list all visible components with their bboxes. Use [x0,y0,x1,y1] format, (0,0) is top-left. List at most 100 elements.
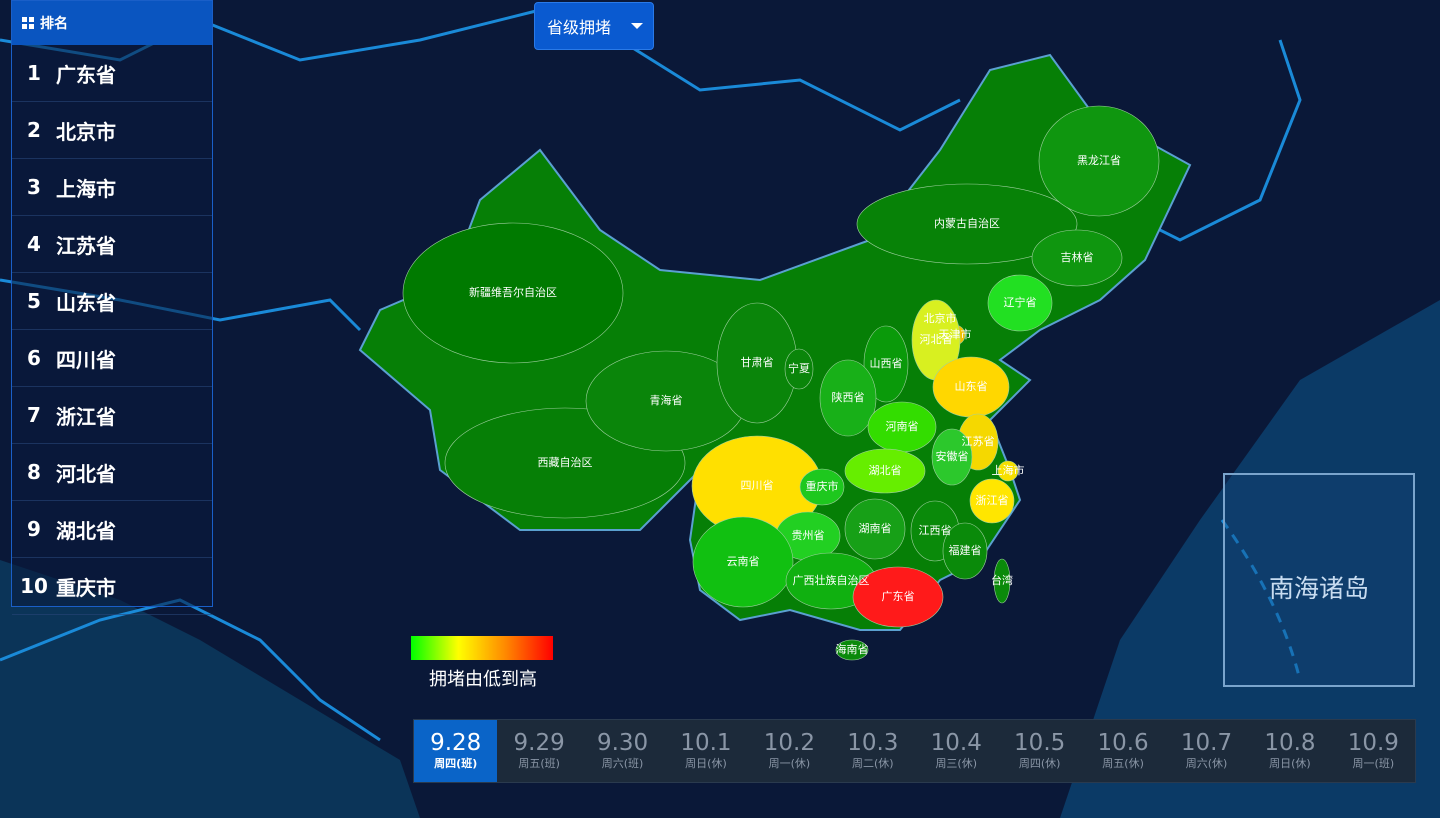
province-label: 四川省 [741,479,774,492]
level-dropdown[interactable]: 省级拥堵 [534,2,654,50]
province [784,348,814,390]
province [844,448,926,494]
timeline-item[interactable]: 10.3 周二(休) [831,720,914,782]
province-label: 黑龙江省 [1077,154,1121,167]
timeline-day: 周四(休) [1018,757,1061,770]
province [997,460,1019,482]
timeline-day: 周一(休) [768,757,811,770]
province [1031,229,1123,287]
province [931,428,973,486]
province-label: 广东省 [882,590,915,603]
timeline-item[interactable]: 9.28 周四(班) [414,720,498,782]
province-label: 内蒙古自治区 [934,216,1000,230]
ranking-row: 1 广东省 [12,45,212,102]
province-label: 浙江省 [976,494,1009,507]
timeline-day: 周日(休) [685,757,727,770]
province [993,558,1011,604]
province-label: 海南省 [836,642,869,656]
ranking-icon [22,17,34,29]
province-label: 重庆市 [806,479,839,493]
timeline-day: 周三(休) [935,757,978,770]
ranking-row: 4 江苏省 [12,216,212,273]
province [799,468,845,506]
rank-number: 1 [27,61,41,85]
province-label: 辽宁省 [1004,295,1037,309]
timeline-date: 10.8 [1264,730,1316,756]
timeline-date: 9.29 [513,730,565,756]
timeline-item[interactable]: 10.9 周一(班) [1332,720,1415,782]
ranking-title: 排名 [40,16,68,32]
timeline-date: 10.7 [1180,730,1233,756]
province [844,498,906,560]
timeline-item[interactable]: 10.8 周日(休) [1248,720,1331,782]
timeline-item[interactable]: 9.30 周六(班) [581,720,664,782]
timeline: 9.28 周四(班) 9.29 周五(班) 9.30 周六(班) 10.1 周日(休) 10.2… [413,719,1416,783]
rank-name: 重庆市 [56,575,116,600]
ranking-row: 10 重庆市 [12,558,212,615]
ranking-row: 6 四川省 [12,330,212,387]
ranking-header: 排名 [12,1,212,45]
rank-number: 4 [27,232,41,256]
province-label: 山西省 [870,357,903,370]
timeline-date: 10.6 [1097,730,1149,756]
rank-name: 浙江省 [56,404,116,429]
province-label: 吉林省 [1061,250,1094,264]
timeline-item[interactable]: 9.29 周五(班) [497,720,580,782]
timeline-item[interactable]: 10.4 周三(休) [915,720,998,782]
province-label: 湖南省 [859,522,892,535]
timeline-day: 周四(班) [434,757,478,770]
timeline-date: 9.30 [596,730,649,756]
rank-number: 9 [27,517,41,541]
province-label: 江苏省 [962,435,995,448]
timeline-item[interactable]: 10.1 周日(休) [664,720,747,782]
province [1038,105,1160,217]
timeline-item[interactable]: 10.2 周一(休) [748,720,831,782]
rank-number: 6 [27,346,41,370]
province-label: 新疆维吾尔自治区 [469,285,557,299]
ranking-row: 8 河北省 [12,444,212,501]
province [819,359,877,437]
legend-gradient [411,636,553,660]
nine-dash-line [1220,519,1302,681]
province-label: 河南省 [886,420,919,433]
province-label: 宁夏 [788,361,810,375]
timeline-item[interactable]: 10.5 周四(休) [998,720,1081,782]
timeline-date: 10.9 [1347,730,1399,756]
timeline-date: 10.1 [680,730,732,756]
province [692,516,794,608]
province-label: 甘肃省 [741,356,774,369]
province-label: 广西壮族自治区 [793,573,870,587]
ocean [0,560,420,818]
south-china-sea-inset: 南海诸岛 [1223,473,1415,687]
timeline-date: 10.4 [930,730,982,756]
rank-name: 上海市 [56,176,116,201]
ranking-row: 7 浙江省 [12,387,212,444]
rank-name: 河北省 [56,461,116,486]
timeline-day: 周五(班) [518,757,560,770]
province-label: 河北省 [920,333,953,346]
ocean [1060,300,1440,818]
ranking-row: 2 北京市 [12,102,212,159]
province [852,566,944,628]
inset-label: 南海诸岛 [1268,574,1369,603]
province-label: 陕西省 [832,390,865,404]
timeline-day: 周六(班) [601,757,644,770]
timeline-item[interactable]: 10.7 周六(休) [1165,720,1248,782]
province [835,639,869,661]
border-line [0,598,381,742]
ranking-panel: 排名 1 广东省 2 北京市 3 上海市 4 江苏省 5 山东省 6 四川省 7 浙江省 8 河北省 9 湖北省 1… [11,0,213,615]
province [856,183,1078,265]
province-label: 天津市 [939,327,972,341]
timeline-day: 周二(休) [852,757,894,770]
ranking-list: 1 广东省 2 北京市 3 上海市 4 江苏省 5 山东省 6 四川省 7 浙江省 8 河北省 9 湖北省 10 重庆… [12,45,212,615]
province-label: 云南省 [727,555,760,568]
timeline-date: 10.5 [1014,730,1066,756]
rank-number: 3 [27,175,41,199]
rank-number: 8 [27,460,41,484]
province-label: 上海市 [992,463,1025,477]
timeline-item[interactable]: 10.6 周五(休) [1081,720,1164,782]
dropdown-caret [631,23,644,29]
province [942,522,988,580]
